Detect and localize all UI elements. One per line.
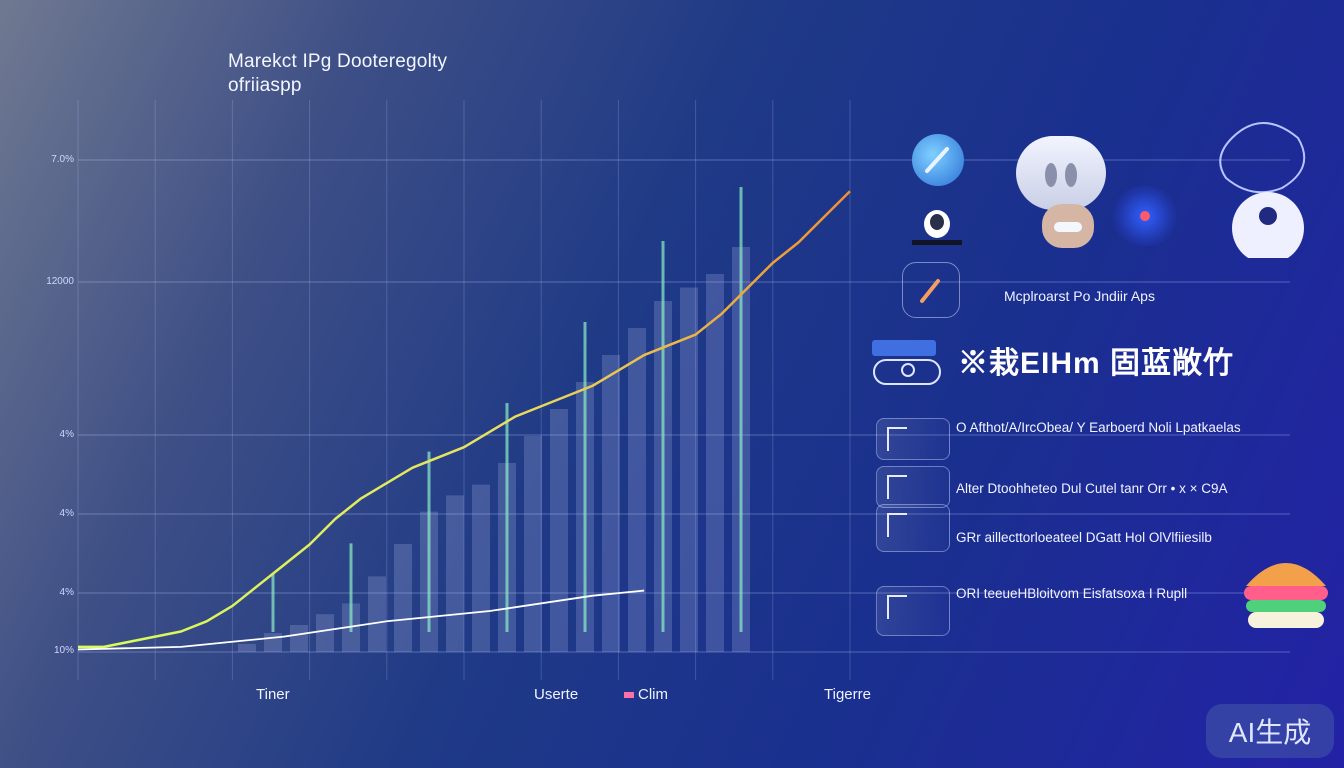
legend-swatch: [624, 692, 634, 699]
series-line: [77, 589, 645, 651]
chart-bar: [550, 409, 568, 652]
legend-entry: Clim: [624, 686, 668, 703]
chart-bar: [368, 576, 386, 652]
chart-bar: [264, 633, 282, 652]
chart-bar: [316, 614, 334, 652]
robot-icon: [1212, 108, 1316, 258]
legend-label: Clim: [638, 686, 668, 703]
x-axis-label: Userte: [534, 686, 579, 703]
row-icon[interactable]: [876, 466, 950, 508]
chart-bars: [238, 187, 750, 652]
panel-row-text: O Afthot/A/IrcObea/ Y Earboerd Noli Lpat…: [956, 420, 1241, 435]
ghost-icon: [1016, 136, 1106, 210]
brush-icon: [912, 134, 964, 186]
series-line: [78, 190, 851, 649]
chart-bar: [524, 436, 542, 652]
chart-title: Marekct IPg Dooteregolty ofriiaspp: [228, 50, 447, 98]
panel-row-text: Alter Dtoohheteo Dul Cutel tanr Orr • x …: [956, 481, 1228, 496]
panel-row-text: GRr aillecttorloeateel DGatt Hol OlVlfii…: [956, 530, 1212, 545]
lab-icon[interactable]: [876, 504, 950, 552]
row-icon[interactable]: [876, 586, 950, 636]
chart-bar: [472, 484, 490, 652]
chart-bar: [238, 643, 256, 652]
chart-bar: [290, 625, 308, 652]
chart-lines: [77, 190, 851, 651]
bear-icon: [1042, 204, 1094, 248]
y-tick-label: 10%: [53, 645, 74, 656]
penguin-icon: [906, 204, 968, 248]
row-icon[interactable]: [876, 418, 950, 460]
chart-bar: [446, 495, 464, 652]
panel-row-text: ORI teeueHBloitvom Eisfatsoxa I Rupll: [956, 586, 1188, 601]
panel-heading: ※栽EIHm 固蓝敞竹: [958, 347, 1235, 380]
y-tick-label: 7.0%: [51, 154, 74, 165]
pencil-icon[interactable]: [902, 262, 960, 318]
panel-subheading: Mcplroarst Po Jndiir Aps: [1004, 288, 1155, 304]
chart-bar: [602, 355, 620, 652]
y-tick-label: 4%: [59, 429, 74, 440]
chart-bar: [394, 544, 412, 652]
chart-subtitle-text: ofriiaspp: [228, 75, 302, 96]
burger-icon: [1240, 546, 1332, 636]
y-tick-label: 4%: [59, 508, 74, 519]
x-axis-label: Tiner: [256, 686, 290, 703]
x-axis-label: Tigerre: [824, 686, 871, 703]
toggle-icon[interactable]: [872, 340, 942, 386]
ai-generated-badge: AI生成: [1206, 704, 1334, 758]
y-tick-label: 12000: [46, 276, 74, 287]
y-tick-label: 4%: [59, 587, 74, 598]
chart-grid: [77, 100, 1290, 680]
chart-bar: [628, 328, 646, 652]
orbit-icon: [1110, 186, 1180, 246]
chart-bar: [680, 287, 698, 652]
chart-bar: [706, 274, 724, 652]
chart-title-text: Marekct IPg Dooteregolty: [228, 51, 448, 72]
